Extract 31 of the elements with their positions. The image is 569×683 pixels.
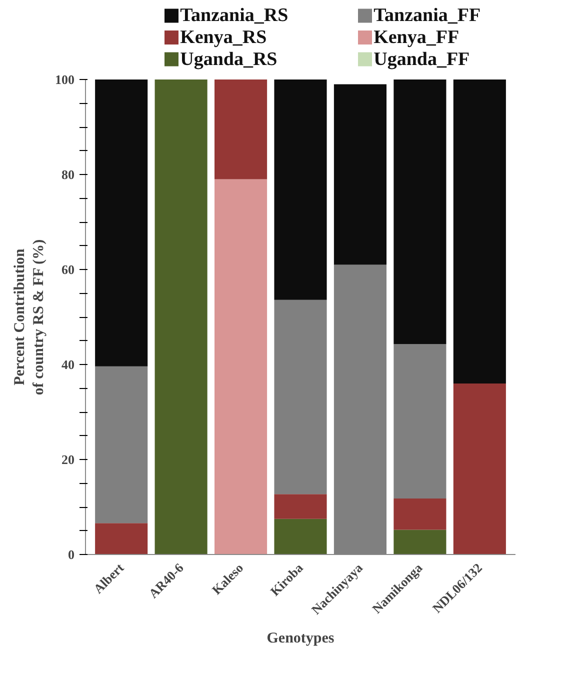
y-tick-label: 40 xyxy=(62,357,74,372)
legend-label: Tanzania_RS xyxy=(180,5,288,26)
bar xyxy=(394,344,446,498)
y-tick-label: 0 xyxy=(68,547,74,562)
y-axis-title: Percent Contribution of country RS & FF (%) xyxy=(12,239,47,396)
legend-label: Kenya_RS xyxy=(180,27,267,48)
bar xyxy=(274,80,327,300)
bar xyxy=(394,498,446,530)
y-tick-label: 100 xyxy=(55,72,74,87)
bar xyxy=(95,523,148,554)
legend-label: Kenya_FF xyxy=(374,27,460,48)
bar xyxy=(274,300,327,494)
bar xyxy=(214,80,268,180)
bar xyxy=(214,179,268,554)
bar xyxy=(453,80,506,384)
bar xyxy=(394,80,446,344)
bar xyxy=(274,518,327,554)
legend-label: Uganda_RS xyxy=(180,48,278,70)
bar xyxy=(394,530,446,554)
y-tick-label: 80 xyxy=(62,167,74,182)
bar xyxy=(95,366,148,524)
bar xyxy=(453,384,506,554)
bar xyxy=(95,80,148,366)
y-tick-label: 60 xyxy=(62,262,74,277)
legend-label: Tanzania_FF xyxy=(374,5,481,26)
bar xyxy=(274,494,327,519)
bar xyxy=(154,80,208,554)
legend-label: Uganda_FF xyxy=(374,48,470,70)
y-tick-label: 20 xyxy=(62,452,74,467)
x-axis-title: Genotypes xyxy=(266,630,334,647)
bar xyxy=(334,84,386,265)
